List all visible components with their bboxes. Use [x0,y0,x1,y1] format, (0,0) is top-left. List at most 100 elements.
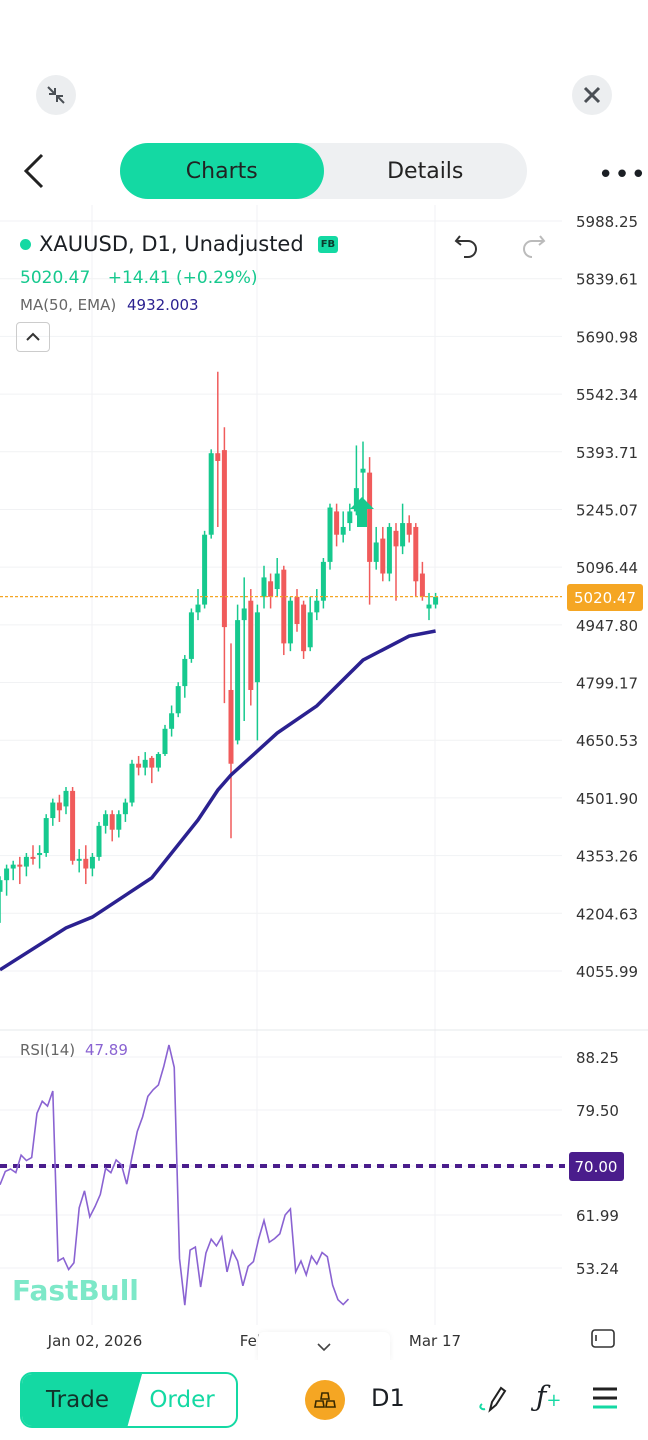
more-dots-icon: ••• [598,160,648,190]
candle-body [413,526,419,582]
candle-body [287,600,293,644]
fullscreen-button[interactable] [590,1328,616,1354]
undo-button[interactable] [452,230,482,264]
symbol-title: XAUUSD, D1, Unadjusted [39,232,304,256]
candle-body [182,658,188,687]
candle-body [103,814,109,826]
candle-body [76,858,82,861]
view-tabs: Charts Details [120,143,527,199]
rsi-tick-label: 79.50 [576,1102,619,1120]
close-button[interactable] [572,75,612,115]
candle-body [294,596,300,624]
bottom-toolbar: Trade Order D1 ƒ+ [0,1360,648,1440]
rsi-label: RSI(14) [20,1041,76,1059]
rsi-value: 47.89 [84,1041,128,1059]
candle-body [314,600,320,613]
close-icon [583,86,601,104]
candle-body [334,511,340,535]
hamburger-icon [593,1387,617,1409]
candle-body [419,573,425,597]
candle-body [360,468,366,473]
candle-body [373,542,379,562]
candle-body [367,472,373,562]
indicator-button[interactable]: ƒ+ [536,1380,561,1413]
candle-body [83,858,89,869]
more-button[interactable]: ••• [598,160,647,190]
back-button[interactable] [18,151,50,195]
draw-button[interactable] [476,1382,510,1420]
rsi-tick-label: 88.25 [576,1049,619,1067]
candle-body [400,523,406,547]
candle-body [30,856,36,859]
price-tick-label: 4947.80 [576,617,638,635]
candle-body [248,600,254,690]
candle-body [89,856,95,869]
trade-button[interactable]: Trade [22,1374,142,1426]
candle-body [175,686,181,714]
candle-body [142,759,148,768]
rsi-axis: 88.25 79.50 61.99 53.24 [576,1049,619,1278]
menu-button[interactable] [592,1386,618,1416]
candle-body [353,488,359,512]
candle-body [188,612,194,659]
candle-body [307,612,313,648]
candle-body [0,880,3,892]
price-axis: 5988.25 5839.61 5690.98 5542.34 5393.71 5245.… [576,213,638,981]
grid [0,205,562,1325]
candle-body [433,596,439,605]
price-tick-label: 5839.61 [576,271,638,289]
rsi-level-badge [569,1152,624,1181]
price-tick-label: 4650.53 [576,732,638,750]
symbol-button[interactable] [305,1380,345,1420]
candle-body [155,754,161,768]
candle-body [393,530,399,547]
candle-body [96,825,102,857]
candle-body [406,523,412,535]
ma-label: MA(50, EMA) [20,296,117,314]
price-tick-label: 4501.90 [576,790,638,808]
tab-details[interactable]: Details [387,158,464,184]
rsi-tick-label: 61.99 [576,1207,619,1225]
price-tick-label: 5988.25 [576,213,638,231]
order-button[interactable]: Order [149,1387,215,1413]
tab-charts[interactable]: Charts [120,143,324,199]
candle-body [241,608,247,621]
candle-body [380,538,386,574]
price-tick-label: 4204.63 [576,905,638,923]
collapse-button[interactable] [36,75,76,115]
candle-body [340,526,346,535]
candle-body [208,453,214,535]
expand-button[interactable] [258,1332,390,1362]
status-dot [20,238,31,250]
trade-order-toggle: Trade Order [20,1372,238,1428]
rsi-tick-label: 53.24 [576,1260,619,1278]
candle-body [301,604,307,652]
candle-body [129,763,135,803]
candles [0,371,439,923]
timeframe-button[interactable]: D1 [371,1384,405,1412]
candle-body [268,581,274,597]
pen-icon [479,1386,507,1413]
price-tick-label: 5690.98 [576,328,638,346]
candle-body [228,689,234,764]
candle-body [149,757,155,768]
candle-body [10,864,16,869]
candle-body [4,868,10,881]
candle-body [162,728,168,755]
rsi-line [0,1044,350,1306]
price-change: +14.41 (+0.29%) [107,268,258,288]
time-tick-label: Jan 02, 2026 [47,1332,143,1350]
candle-body [23,856,29,867]
candle-body [17,864,23,867]
collapse-info-button[interactable] [16,322,50,352]
candle-body [50,802,56,819]
symbol-info: XAUUSD, D1, Unadjusted FB 5020.47 +14.41… [16,232,339,352]
price-tick-label: 5096.44 [576,559,638,577]
redo-button[interactable] [518,230,548,264]
candle-body [169,713,175,729]
candle-body [215,453,221,461]
candle-body [109,814,115,830]
price-tick-label: 5542.34 [576,386,638,404]
candle-body [254,612,260,683]
